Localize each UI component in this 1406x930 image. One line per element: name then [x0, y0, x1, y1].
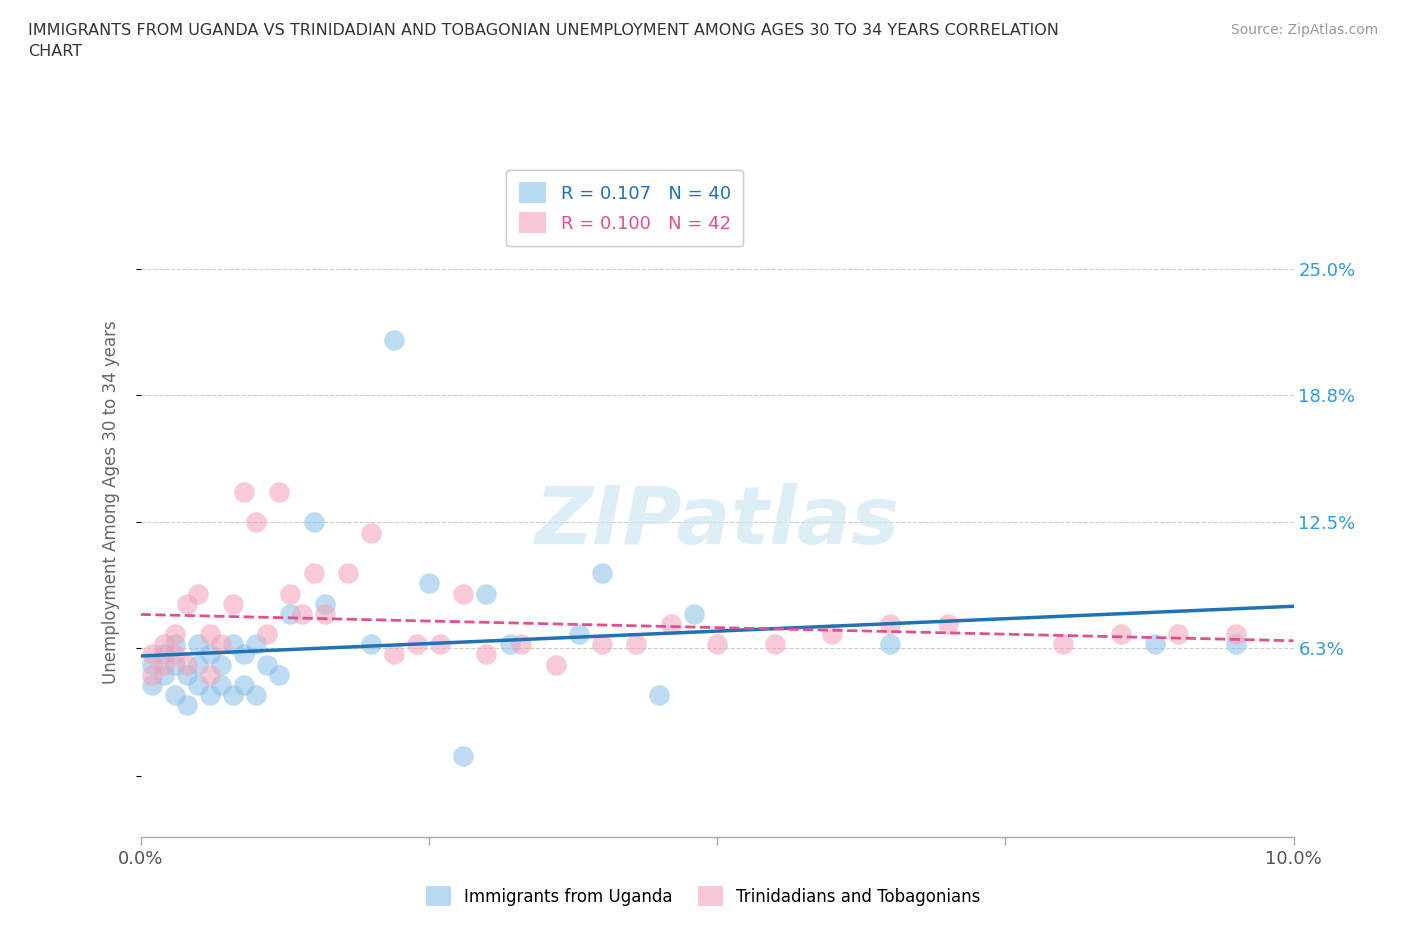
Point — [209, 677, 232, 692]
Point — [152, 667, 174, 682]
Point — [256, 627, 278, 642]
Point — [382, 647, 405, 662]
Point — [198, 627, 221, 642]
Point — [429, 637, 451, 652]
Point — [475, 647, 498, 662]
Legend: R = 0.107   N = 40, R = 0.100   N = 42: R = 0.107 N = 40, R = 0.100 N = 42 — [506, 170, 744, 246]
Point — [510, 637, 533, 652]
Point — [222, 687, 245, 702]
Point — [187, 677, 209, 692]
Point — [1052, 637, 1074, 652]
Point — [198, 687, 221, 702]
Point — [187, 586, 209, 601]
Point — [141, 647, 163, 662]
Point — [152, 637, 174, 652]
Point — [187, 658, 209, 672]
Point — [360, 525, 382, 540]
Point — [152, 658, 174, 672]
Point — [209, 637, 232, 652]
Point — [209, 658, 232, 672]
Point — [591, 637, 613, 652]
Y-axis label: Unemployment Among Ages 30 to 34 years: Unemployment Among Ages 30 to 34 years — [101, 320, 120, 684]
Point — [256, 658, 278, 672]
Point — [267, 667, 290, 682]
Point — [152, 647, 174, 662]
Point — [1109, 627, 1132, 642]
Point — [233, 647, 256, 662]
Point — [453, 749, 475, 764]
Point — [683, 606, 706, 621]
Point — [1225, 637, 1247, 652]
Point — [198, 647, 221, 662]
Point — [165, 647, 187, 662]
Point — [280, 606, 302, 621]
Point — [176, 596, 198, 611]
Point — [821, 627, 844, 642]
Point — [245, 637, 267, 652]
Point — [198, 667, 221, 682]
Point — [165, 687, 187, 702]
Point — [165, 627, 187, 642]
Point — [280, 586, 302, 601]
Point — [176, 667, 198, 682]
Point — [337, 565, 360, 580]
Point — [165, 637, 187, 652]
Point — [475, 586, 498, 601]
Point — [1225, 627, 1247, 642]
Text: IMMIGRANTS FROM UGANDA VS TRINIDADIAN AND TOBAGONIAN UNEMPLOYMENT AMONG AGES 30 : IMMIGRANTS FROM UGANDA VS TRINIDADIAN AN… — [28, 23, 1059, 60]
Point — [626, 637, 648, 652]
Point — [245, 515, 267, 530]
Point — [544, 658, 567, 672]
Point — [659, 617, 682, 631]
Point — [591, 565, 613, 580]
Point — [648, 687, 671, 702]
Point — [141, 667, 163, 682]
Point — [360, 637, 382, 652]
Point — [233, 485, 256, 499]
Point — [568, 627, 591, 642]
Point — [1144, 637, 1167, 652]
Point — [879, 637, 901, 652]
Text: Source: ZipAtlas.com: Source: ZipAtlas.com — [1230, 23, 1378, 37]
Point — [291, 606, 314, 621]
Point — [763, 637, 786, 652]
Point — [176, 698, 198, 712]
Point — [222, 637, 245, 652]
Point — [187, 637, 209, 652]
Point — [141, 677, 163, 692]
Point — [141, 658, 163, 672]
Point — [302, 515, 325, 530]
Point — [1167, 627, 1189, 642]
Point — [245, 687, 267, 702]
Point — [879, 617, 901, 631]
Point — [165, 658, 187, 672]
Point — [222, 596, 245, 611]
Point — [314, 596, 336, 611]
Point — [498, 637, 520, 652]
Point — [176, 658, 198, 672]
Point — [302, 565, 325, 580]
Point — [382, 332, 405, 347]
Point — [233, 677, 256, 692]
Point — [267, 485, 290, 499]
Legend: Immigrants from Uganda, Trinidadians and Tobagonians: Immigrants from Uganda, Trinidadians and… — [419, 880, 987, 912]
Point — [706, 637, 728, 652]
Point — [418, 576, 440, 591]
Point — [406, 637, 429, 652]
Point — [453, 586, 475, 601]
Text: ZIPatlas: ZIPatlas — [534, 484, 900, 562]
Point — [936, 617, 959, 631]
Point — [314, 606, 336, 621]
